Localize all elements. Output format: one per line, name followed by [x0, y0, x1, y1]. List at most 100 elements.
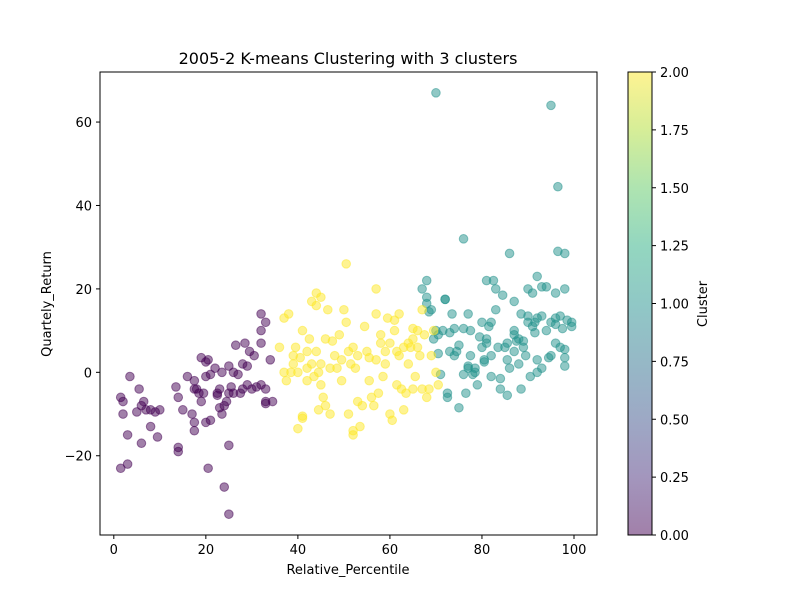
scatter-point-cluster-0 [224, 509, 234, 519]
scatter-point-cluster-1 [532, 355, 542, 365]
scatter-point-cluster-2 [419, 329, 430, 340]
scatter-point-cluster-2 [380, 346, 391, 357]
x-axis-label: Relative_Percentile [286, 563, 409, 578]
scatter-point-cluster-2 [375, 338, 386, 348]
colorbar-tick-label: 1.75 [660, 124, 689, 139]
scatter-point-cluster-1 [536, 311, 547, 321]
scatter-point-cluster-2 [297, 413, 308, 424]
scatter-point-cluster-0 [210, 363, 220, 373]
scatter-point-cluster-2 [313, 367, 324, 378]
scatter-point-cluster-0 [203, 355, 213, 365]
x-axis-ticks: 0 20 40 60 80 100 [110, 535, 587, 558]
scatter-point-cluster-1 [497, 290, 508, 300]
scatter-point-cluster-2 [274, 342, 285, 353]
scatter-point-cluster-1 [495, 373, 506, 384]
scatter-point-cluster-1 [550, 319, 561, 330]
scatter-point-cluster-0 [242, 361, 253, 371]
scatter-point-cluster-2 [385, 338, 395, 348]
scatter-point-cluster-0 [240, 338, 250, 348]
scatter-point-cluster-2 [364, 375, 375, 386]
scatter-point-cluster-0 [173, 446, 184, 457]
scatter-point-cluster-0 [230, 340, 241, 351]
scatter-point-cluster-0 [152, 432, 163, 442]
scatter-point-cluster-0 [125, 371, 135, 382]
scatter-point-cluster-2 [359, 321, 370, 332]
scatter-point-cluster-1 [454, 402, 464, 413]
scatter-point-cluster-2 [293, 367, 303, 378]
colorbar-tick-label: 0.50 [660, 413, 689, 428]
scatter-point-cluster-0 [233, 369, 243, 380]
scatter-point-cluster-0 [134, 384, 144, 394]
scatter-point-cluster-2 [318, 392, 328, 403]
scatter-point-cluster-1 [559, 344, 570, 355]
scatter-point-cluster-2 [403, 359, 414, 369]
data-points [115, 88, 577, 519]
plot-area [100, 72, 597, 535]
scatter-point-cluster-2 [343, 409, 354, 419]
scatter-point-cluster-1 [546, 100, 556, 111]
scatter-point-cluster-0 [155, 405, 165, 415]
scatter-point-cluster-1 [481, 334, 492, 344]
scatter-point-cluster-1 [530, 327, 540, 338]
scatter-point-cluster-0 [205, 415, 216, 426]
colorbar-tick-label: 0.00 [660, 529, 689, 544]
y-axis-ticks: −20 0 20 40 60 [65, 116, 100, 465]
scatter-point-cluster-1 [454, 340, 464, 351]
scatter-point-cluster-1 [426, 304, 437, 315]
scatter-point-cluster-2 [334, 329, 345, 340]
y-tick-label: 0 [84, 366, 92, 381]
scatter-point-cluster-2 [412, 325, 423, 336]
scatter-point-cluster-2 [293, 423, 303, 434]
scatter-point-cluster-1 [536, 363, 547, 373]
scatter-point-cluster-1 [490, 304, 501, 315]
scatter-point-cluster-2 [408, 384, 418, 394]
scatter-point-cluster-1 [502, 390, 513, 401]
scatter-point-cluster-1 [509, 296, 519, 307]
scatter-point-cluster-0 [219, 482, 230, 492]
scatter-point-cluster-2 [306, 359, 317, 369]
colorbar-ticks: 0.00 0.25 0.50 0.75 1.00 1.25 1.50 1.75 2.00 [652, 66, 689, 544]
scatter-point-cluster-1 [470, 363, 480, 373]
scatter-point-cluster-1 [504, 363, 515, 373]
scatter-point-cluster-2 [415, 350, 425, 361]
scatter-point-cluster-2 [302, 375, 312, 386]
scatter-point-cluster-2 [352, 350, 363, 361]
scatter-point-cluster-2 [336, 375, 347, 386]
scatter-point-cluster-0 [214, 384, 225, 394]
scatter-point-cluster-0 [249, 350, 259, 361]
scatter-point-cluster-1 [518, 336, 529, 346]
scatter-point-cluster-0 [122, 430, 133, 440]
scatter-point-cluster-1 [520, 350, 531, 361]
scatter-point-cluster-1 [513, 359, 524, 369]
scatter-point-cluster-1 [465, 325, 476, 336]
scatter-point-cluster-0 [115, 463, 126, 474]
scatter-point-cluster-2 [322, 304, 333, 315]
scatter-point-cluster-2 [320, 400, 331, 411]
scatter-point-cluster-0 [118, 409, 128, 419]
scatter-point-cluster-2 [327, 336, 338, 346]
scatter-point-cluster-1 [486, 317, 496, 328]
scatter-point-cluster-2 [348, 342, 358, 353]
scatter-point-cluster-2 [348, 430, 358, 440]
scatter-point-cluster-2 [302, 346, 312, 357]
x-tick-label: 100 [562, 543, 587, 558]
x-tick-label: 20 [198, 543, 215, 558]
scatter-point-cluster-2 [329, 350, 340, 361]
scatter-point-cluster-1 [463, 309, 473, 319]
scatter-point-cluster-0 [187, 409, 197, 419]
scatter-point-cluster-1 [465, 350, 476, 361]
scatter-point-cluster-2 [295, 352, 305, 363]
scatter-point-cluster-1 [541, 282, 552, 292]
scatter-point-cluster-2 [433, 380, 444, 390]
scatter-point-cluster-1 [557, 323, 568, 334]
scatter-point-cluster-1 [472, 380, 483, 390]
scatter-point-cluster-2 [325, 409, 335, 419]
scatter-point-cluster-2 [387, 415, 398, 426]
scatter-point-cluster-1 [566, 317, 577, 328]
scatter-point-cluster-1 [486, 371, 496, 382]
scatter-point-cluster-2 [394, 309, 404, 319]
scatter-point-cluster-0 [182, 371, 193, 382]
scatter-point-cluster-2 [378, 371, 388, 382]
x-tick-label: 60 [382, 543, 399, 558]
scatter-point-cluster-0 [189, 375, 200, 386]
